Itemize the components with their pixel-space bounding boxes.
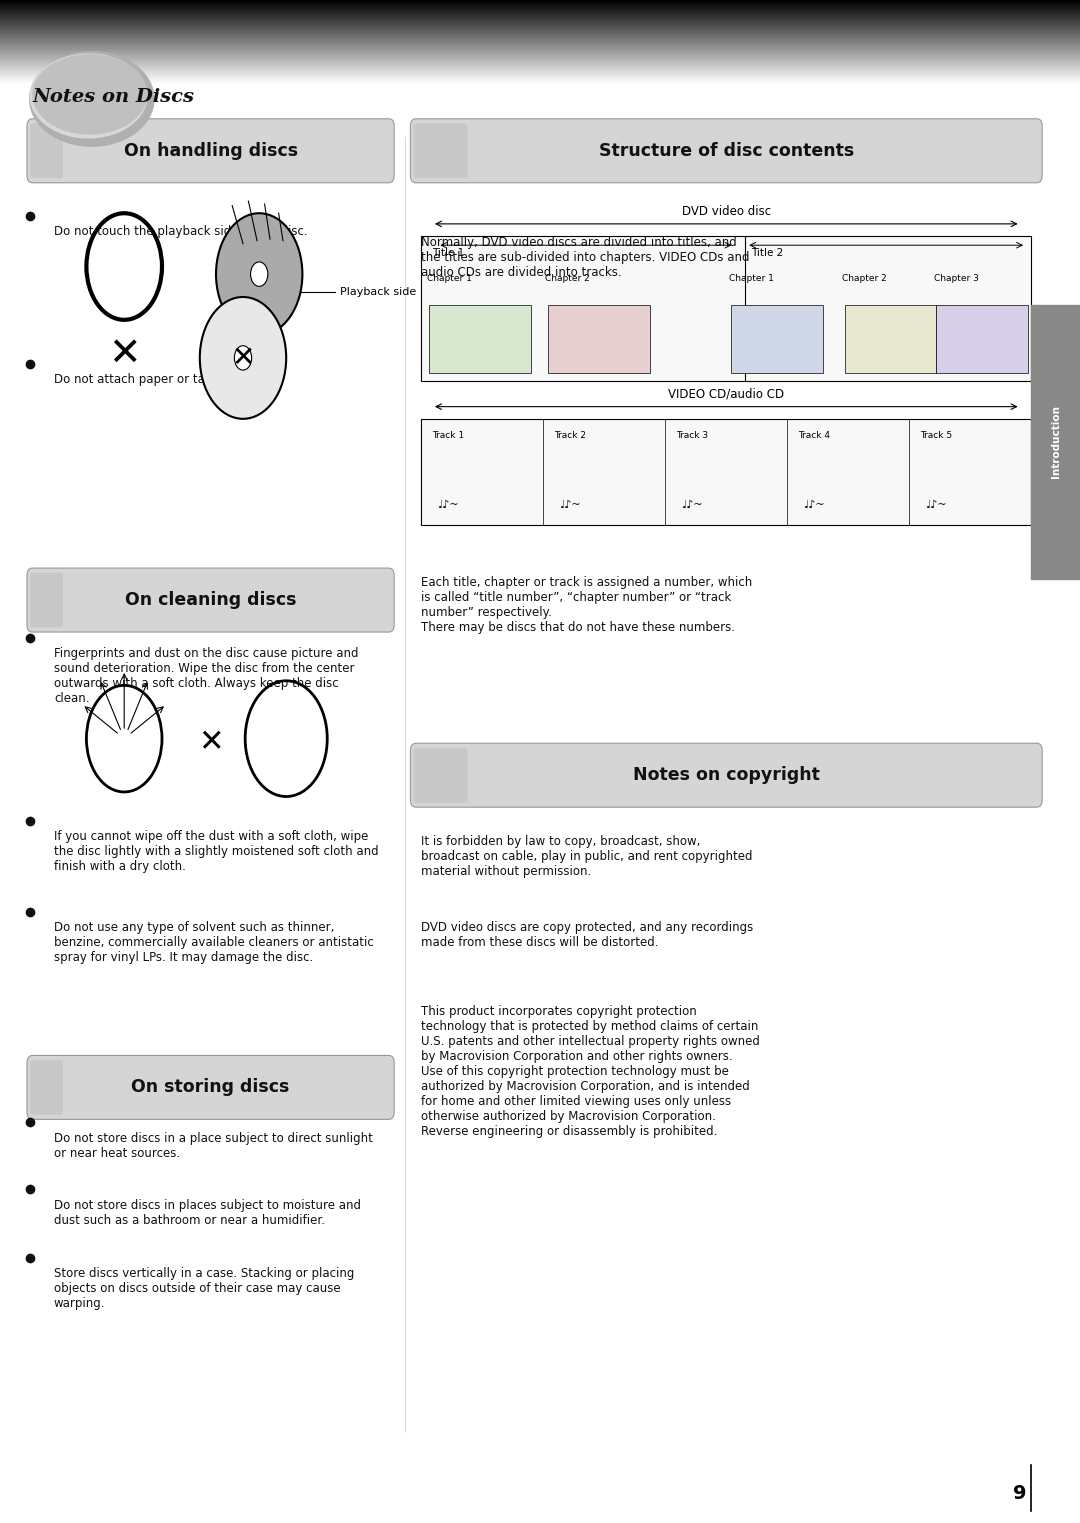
Text: ♩♪~: ♩♪~ — [559, 500, 581, 510]
FancyBboxPatch shape — [30, 573, 63, 627]
Text: ✕: ✕ — [198, 728, 224, 758]
FancyBboxPatch shape — [30, 123, 63, 178]
Ellipse shape — [30, 53, 147, 139]
Text: It is forbidden by law to copy, broadcast, show,
broadcast on cable, play in pub: It is forbidden by law to copy, broadcas… — [421, 835, 753, 877]
Text: Do not attach paper or tape to discs.: Do not attach paper or tape to discs. — [54, 373, 272, 387]
Text: Store discs vertically in a case. Stacking or placing
objects on discs outside o: Store discs vertically in a case. Stacki… — [54, 1267, 354, 1310]
FancyBboxPatch shape — [410, 119, 1042, 183]
Text: ✕: ✕ — [108, 335, 140, 372]
Text: Track 4: Track 4 — [798, 431, 831, 440]
Circle shape — [234, 346, 252, 370]
Text: Notes on Discs: Notes on Discs — [32, 88, 194, 107]
Text: Notes on copyright: Notes on copyright — [633, 766, 820, 784]
Bar — [731, 305, 823, 373]
Circle shape — [200, 297, 286, 419]
FancyBboxPatch shape — [414, 123, 468, 178]
Text: On handling discs: On handling discs — [123, 142, 298, 160]
Text: Do not use any type of solvent such as thinner,
benzine, commercially available : Do not use any type of solvent such as t… — [54, 921, 374, 964]
FancyBboxPatch shape — [30, 1060, 63, 1115]
Text: Normally, DVD video discs are divided into titles, and
the titles are sub-divide: Normally, DVD video discs are divided in… — [421, 236, 750, 279]
Ellipse shape — [33, 55, 147, 134]
Text: DVD video discs are copy protected, and any recordings
made from these discs wil: DVD video discs are copy protected, and … — [421, 921, 754, 949]
Text: Track 1: Track 1 — [432, 431, 464, 440]
Text: Title 1: Title 1 — [432, 248, 464, 259]
Bar — [421, 419, 1031, 525]
Text: ♩♪~: ♩♪~ — [681, 500, 703, 510]
Text: Title 2: Title 2 — [751, 248, 783, 259]
Text: Do not store discs in places subject to moisture and
dust such as a bathroom or : Do not store discs in places subject to … — [54, 1199, 361, 1226]
Text: Track 2: Track 2 — [554, 431, 586, 440]
Ellipse shape — [30, 52, 154, 146]
Text: On storing discs: On storing discs — [132, 1078, 289, 1097]
Text: Chapter 2: Chapter 2 — [842, 274, 887, 283]
Text: ♩♪~: ♩♪~ — [926, 500, 947, 510]
Text: Track 3: Track 3 — [676, 431, 708, 440]
FancyBboxPatch shape — [414, 748, 468, 803]
FancyBboxPatch shape — [27, 568, 394, 632]
Bar — [936, 305, 1028, 373]
Text: This product incorporates copyright protection
technology that is protected by m: This product incorporates copyright prot… — [421, 1005, 760, 1138]
Text: Do not touch the playback side of the disc.: Do not touch the playback side of the di… — [54, 225, 308, 239]
Text: Track 5: Track 5 — [920, 431, 953, 440]
Text: ♩♪~: ♩♪~ — [804, 500, 825, 510]
Text: On cleaning discs: On cleaning discs — [125, 591, 296, 609]
Text: Chapter 2: Chapter 2 — [545, 274, 590, 283]
FancyBboxPatch shape — [27, 119, 394, 183]
Text: Chapter 1: Chapter 1 — [427, 274, 472, 283]
Text: If you cannot wipe off the dust with a soft cloth, wipe
the disc lightly with a : If you cannot wipe off the dust with a s… — [54, 830, 379, 873]
Text: Chapter 3: Chapter 3 — [934, 274, 980, 283]
Circle shape — [251, 262, 268, 286]
Text: Fingerprints and dust on the disc cause picture and
sound deterioration. Wipe th: Fingerprints and dust on the disc cause … — [54, 647, 359, 705]
Text: VIDEO CD/audio CD: VIDEO CD/audio CD — [669, 387, 784, 401]
Text: ✕: ✕ — [231, 344, 255, 372]
Circle shape — [216, 213, 302, 335]
Text: DVD video disc: DVD video disc — [681, 204, 771, 218]
FancyBboxPatch shape — [27, 1055, 394, 1119]
Text: Chapter 1: Chapter 1 — [729, 274, 774, 283]
Bar — [421, 236, 1031, 381]
Bar — [548, 305, 650, 373]
Text: ♩♪~: ♩♪~ — [437, 500, 459, 510]
Text: Playback side: Playback side — [340, 288, 417, 297]
Text: Introduction: Introduction — [1051, 405, 1062, 478]
Text: Structure of disc contents: Structure of disc contents — [598, 142, 854, 160]
Text: Do not store discs in a place subject to direct sunlight
or near heat sources.: Do not store discs in a place subject to… — [54, 1132, 373, 1159]
Bar — [1031, 305, 1080, 579]
Bar — [845, 305, 936, 373]
Bar — [429, 305, 531, 373]
FancyBboxPatch shape — [410, 743, 1042, 807]
Text: Each title, chapter or track is assigned a number, which
is called “title number: Each title, chapter or track is assigned… — [421, 576, 753, 634]
Text: 9: 9 — [1013, 1485, 1026, 1503]
